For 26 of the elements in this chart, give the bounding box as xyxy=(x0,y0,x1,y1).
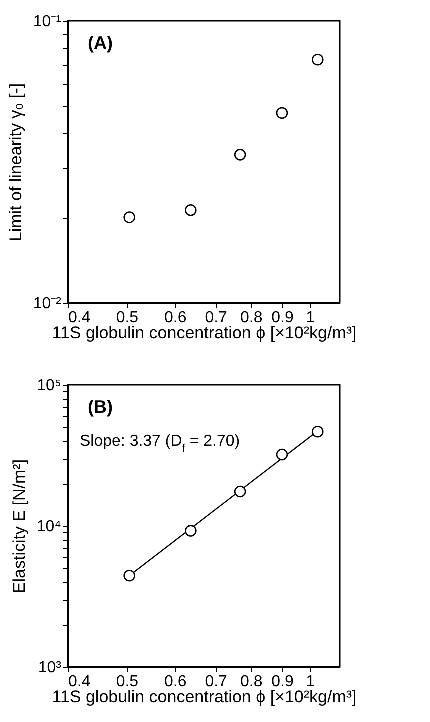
x-tick-label: 0.8 xyxy=(240,674,263,690)
x-tick-label: 0.5 xyxy=(116,310,139,326)
x-tick-label: 0.6 xyxy=(164,310,187,326)
x-tick-label: 0.4 xyxy=(68,310,91,326)
annotation: (B) xyxy=(88,397,113,417)
x-tick-label: 0.4 xyxy=(68,674,91,690)
x-tick-label: 0.9 xyxy=(272,310,294,326)
y-axis-title: Limit of linearity γ₀ [-] xyxy=(6,83,26,242)
annotation: Slope: 3.37 (D$_{f}$ = 2.70) xyxy=(80,433,240,455)
x-tick-label: 0.8 xyxy=(240,310,263,326)
y-tick-label: 10⁴ xyxy=(36,518,62,536)
x-tick-label: 0.5 xyxy=(116,674,139,690)
x-tick-label: 0.7 xyxy=(205,674,228,690)
annotation: (A) xyxy=(88,33,113,53)
x-tick-label: 1 xyxy=(306,674,316,690)
x-axis-title: 11S globulin concentration ϕ [×10²kg/m³] xyxy=(52,324,357,342)
y-tick-label: 10³ xyxy=(38,660,62,676)
y-tick-label: 10⁻¹ xyxy=(33,14,62,30)
y-tick-label: 10⁵ xyxy=(37,378,62,394)
x-tick-label: 0.7 xyxy=(205,310,228,326)
x-tick-label: 0.6 xyxy=(164,674,187,690)
x-tick-label: 0.9 xyxy=(272,674,294,690)
y-tick-label: 10⁻² xyxy=(33,296,62,312)
y-axis-title: Elasticity E [N/m²] xyxy=(10,459,29,594)
x-tick-label: 1 xyxy=(306,310,316,326)
x-axis-title: 11S globulin concentration ϕ [×10²kg/m³] xyxy=(52,688,357,706)
